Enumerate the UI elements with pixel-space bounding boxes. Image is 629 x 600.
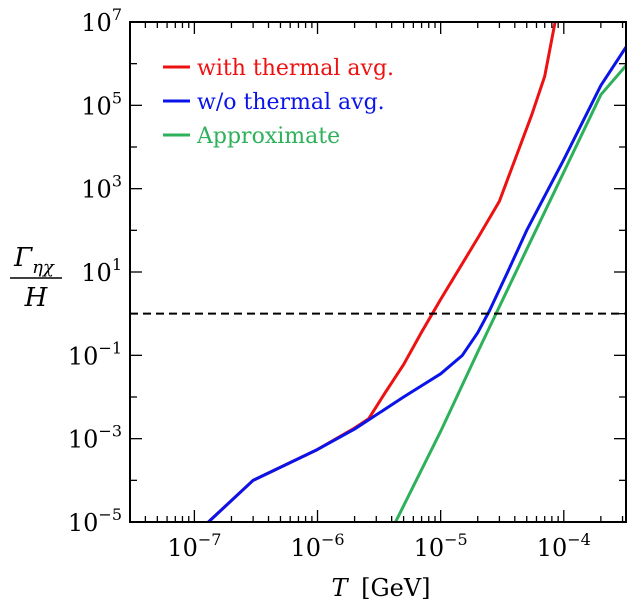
axis-ticks [129,21,626,523]
x-axis-label: T [GeV] [331,574,430,600]
y-tick-label: 105 [81,88,122,120]
y-tick-label: 103 [81,172,122,204]
x-tick-label: 10−6 [290,530,344,562]
legend-label-1: with thermal avg. [197,56,394,81]
x-axis-variable: T [331,574,349,600]
y-tick-label: 107 [81,5,122,37]
y-tick-label: 10−5 [68,505,122,537]
y-tick-label: 101 [81,255,122,287]
x-tick-labels: 10−7 10−6 10−5 10−4 [167,530,591,562]
x-tick-label: 10−5 [414,530,468,562]
y-tick-label: 10−3 [68,422,122,454]
legend: with thermal avg. w/o thermal avg. Approxi… [163,56,394,149]
x-tick-label: 10−7 [167,530,221,562]
x-axis-units: [GeV] [361,574,430,600]
x-tick-label: 10−4 [537,530,591,562]
y-axis-label: Γηχ H [10,243,62,313]
curves [207,22,626,522]
legend-label-2: w/o thermal avg. [197,90,385,115]
series-line-3 [394,64,626,522]
series-line-2 [207,46,626,522]
y-axis-label-denominator: H [24,283,49,313]
legend-label-3: Approximate [196,124,340,149]
y-tick-labels: 10−5 10−3 10−1 101 103 105 107 [68,5,122,537]
y-axis-label-numerator: Γηχ [13,243,55,278]
y-tick-label: 10−1 [68,338,122,370]
